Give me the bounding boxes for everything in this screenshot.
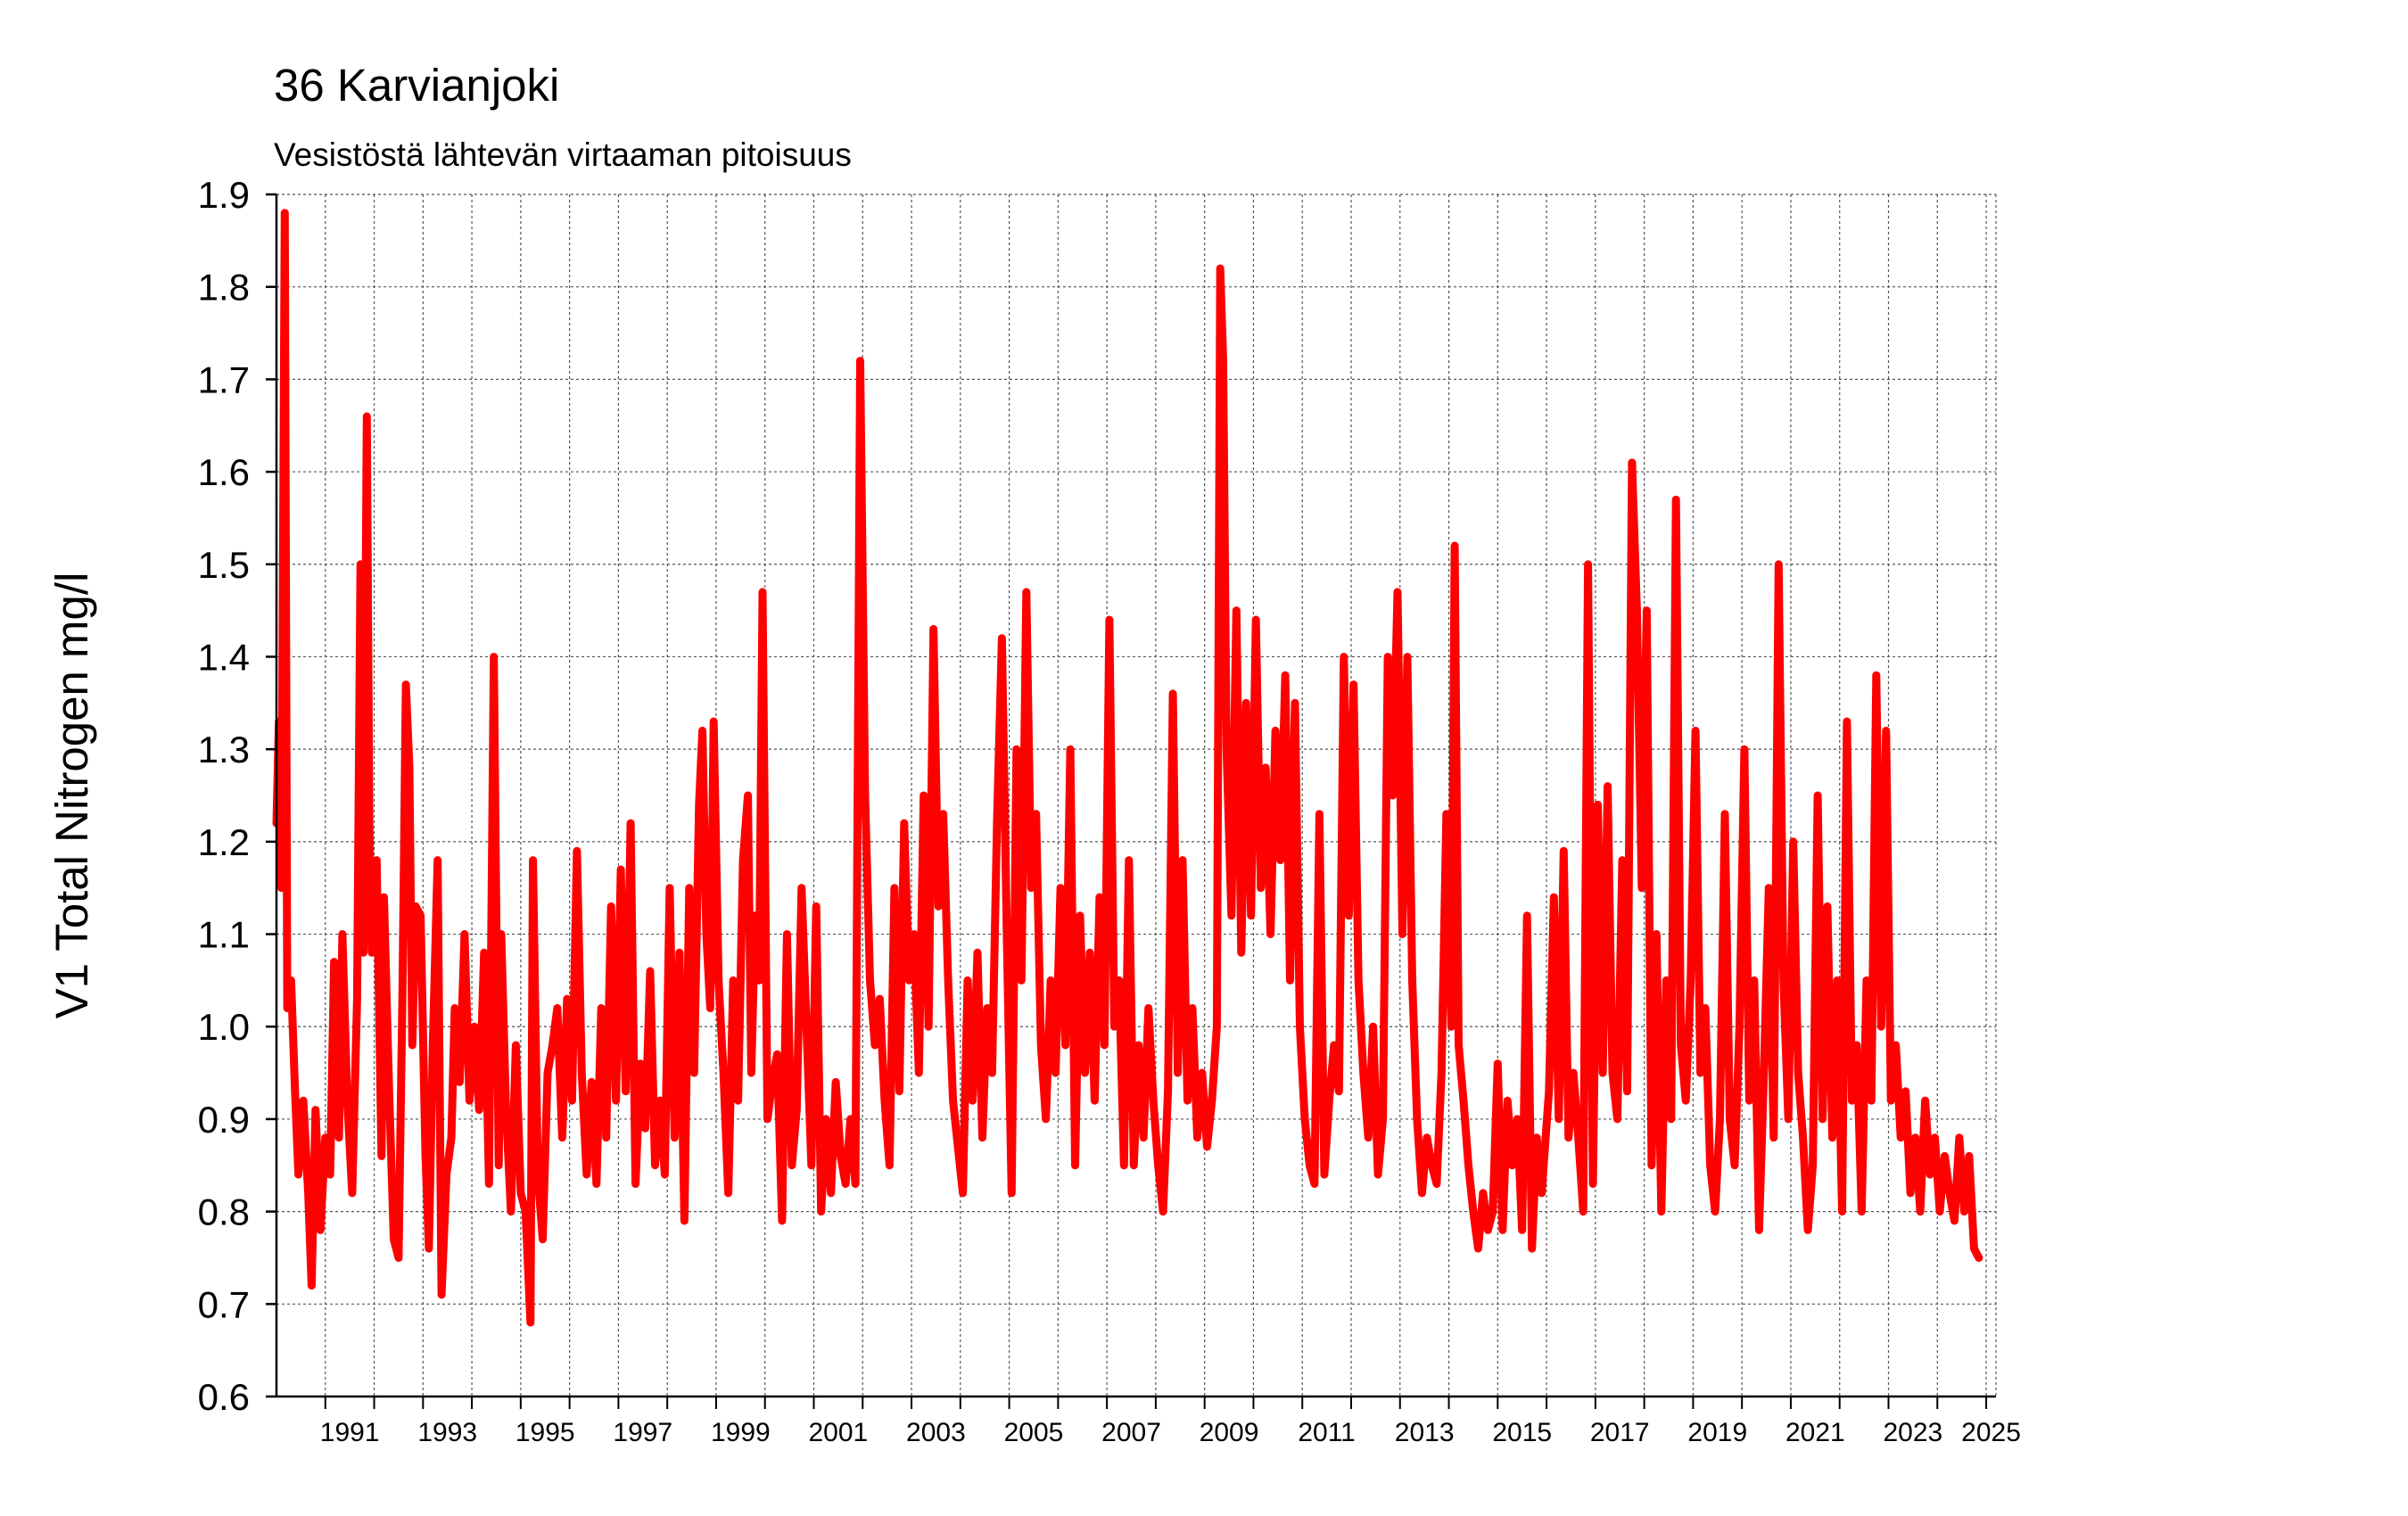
y-tick-label: 1.2 xyxy=(198,821,250,863)
x-tick-label: 1991 xyxy=(320,1418,380,1447)
y-tick-label: 1.7 xyxy=(198,358,250,400)
y-tick-label: 1.0 xyxy=(198,1006,250,1048)
x-tick-label: 2023 xyxy=(1884,1418,1943,1447)
chart-title: 36 Karvianjoki xyxy=(274,60,560,111)
y-tick-label: 1.3 xyxy=(198,729,250,770)
x-tick-label: 2003 xyxy=(906,1418,966,1447)
y-ticks: 0.6 0.7 0.8 0.9 1.0 1.1 1.2 1.3 1.4 1.5 1.6 1.7 1.8 1… xyxy=(198,174,276,1418)
x-tick-label: 1999 xyxy=(711,1418,771,1447)
series-line-0 xyxy=(272,209,1983,1327)
y-tick-label: 1.5 xyxy=(198,544,250,586)
x-tick-label: 2007 xyxy=(1101,1418,1161,1447)
x-tick-label: 1995 xyxy=(515,1418,575,1447)
y-tick-label: 1.6 xyxy=(198,451,250,493)
y-tick-label: 1.9 xyxy=(198,174,250,216)
x-tick-label: 2015 xyxy=(1492,1418,1552,1447)
x-tick-label: 1993 xyxy=(417,1418,477,1447)
x-tick-label: 2019 xyxy=(1687,1418,1747,1447)
y-tick-label: 1.8 xyxy=(198,267,250,309)
y-tick-label: 1.1 xyxy=(198,914,250,956)
y-tick-label: 0.7 xyxy=(198,1283,250,1325)
series-layer xyxy=(272,209,1983,1327)
axes xyxy=(275,194,1996,1398)
y-tick-label: 0.8 xyxy=(198,1191,250,1233)
chart-subtitle: Vesistöstä lähtevän virtaaman pitoisuus xyxy=(274,136,852,173)
x-tick-label: 2025 xyxy=(1961,1418,2021,1447)
x-tick-label: 2017 xyxy=(1590,1418,1650,1447)
x-tick-label: 1997 xyxy=(613,1418,672,1447)
x-tick-label: 2011 xyxy=(1298,1418,1356,1447)
x-tick-label: 2013 xyxy=(1395,1418,1455,1447)
x-ticks: 1991 1993 1995 1997 1999 2001 2003 2005 2007 2009… xyxy=(320,1397,2021,1447)
y-axis-label: V1 Total Nitrogen mg/l xyxy=(46,573,97,1019)
x-tick-label: 2001 xyxy=(809,1418,869,1447)
y-tick-label: 0.9 xyxy=(198,1099,250,1141)
x-tick-label: 2021 xyxy=(1785,1418,1845,1447)
y-tick-label: 1.4 xyxy=(198,636,250,678)
x-tick-label: 2009 xyxy=(1200,1418,1259,1447)
y-tick-label: 0.6 xyxy=(198,1376,250,1418)
x-tick-label: 2005 xyxy=(1004,1418,1064,1447)
